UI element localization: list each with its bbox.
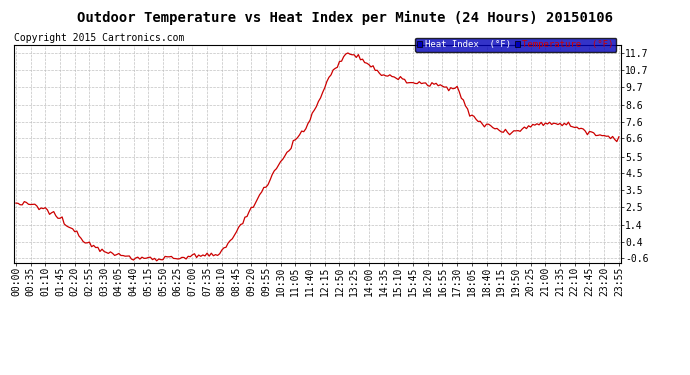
Text: Copyright 2015 Cartronics.com: Copyright 2015 Cartronics.com <box>14 33 184 43</box>
Legend: Heat Index  (°F), Temperature  (°F): Heat Index (°F), Temperature (°F) <box>415 38 616 52</box>
Text: Outdoor Temperature vs Heat Index per Minute (24 Hours) 20150106: Outdoor Temperature vs Heat Index per Mi… <box>77 11 613 26</box>
